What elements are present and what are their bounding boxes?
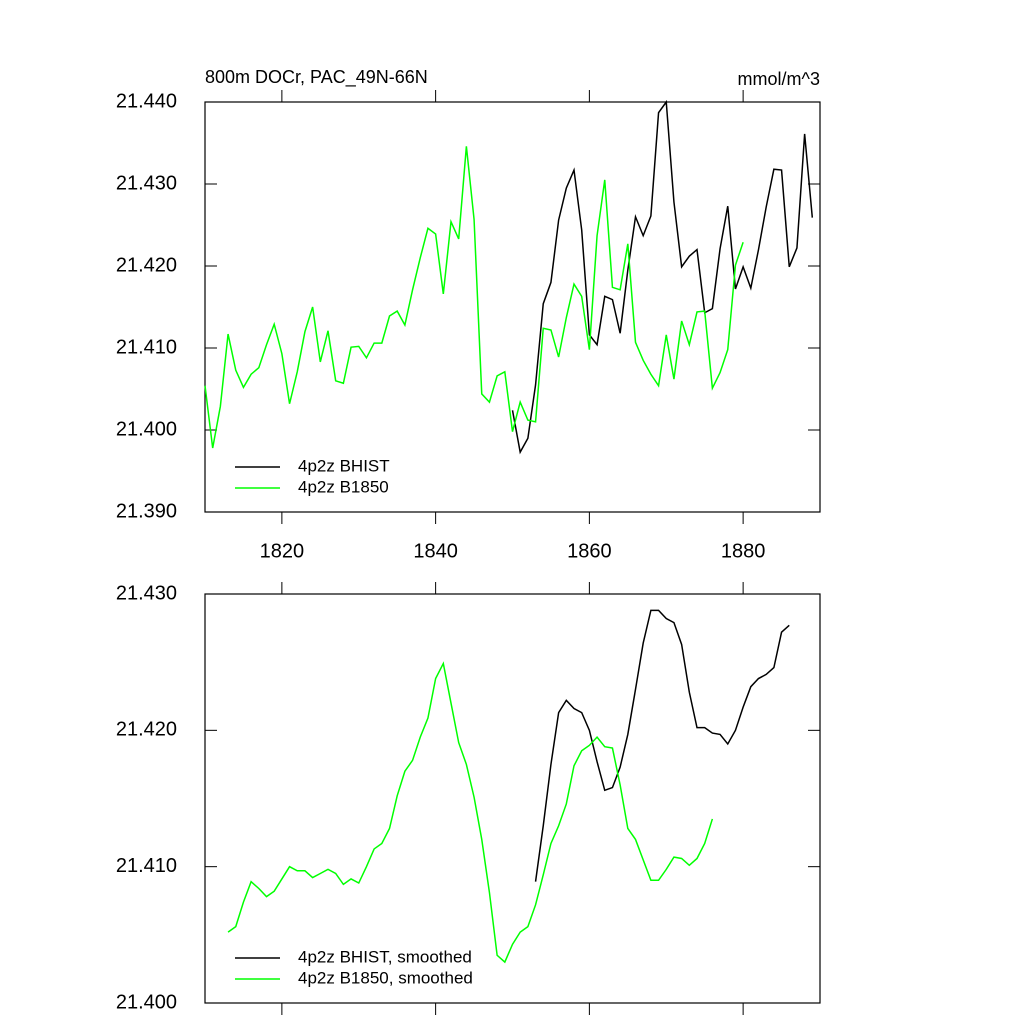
y-tick-label: 21.420	[116, 254, 177, 276]
units-label: mmol/m^3	[738, 69, 820, 89]
legend-label: 4p2z B1850	[298, 477, 389, 496]
series-line	[511, 99, 814, 455]
x-tick-label: 1820	[260, 540, 305, 562]
series-line	[227, 661, 714, 964]
y-tick-label: 21.400	[116, 991, 177, 1013]
series-line	[204, 146, 744, 449]
x-tick-label: 1880	[721, 540, 766, 562]
series-line	[534, 609, 790, 882]
y-tick-label: 21.410	[116, 855, 177, 877]
y-tick-label: 21.400	[116, 418, 177, 440]
chart-title: 800m DOCr, PAC_49N-66N	[205, 67, 428, 88]
x-tick-label: 1860	[567, 540, 612, 562]
y-tick-label: 21.440	[116, 90, 177, 112]
plot-frame	[204, 593, 821, 1004]
y-tick-label: 21.390	[116, 500, 177, 522]
x-tick-label: 1840	[413, 540, 458, 562]
y-tick-label: 21.420	[116, 719, 177, 741]
legend-label: 4p2z BHIST	[298, 456, 390, 475]
y-tick-label: 21.430	[116, 582, 177, 604]
y-tick-label: 21.410	[116, 336, 177, 358]
y-tick-label: 21.430	[116, 172, 177, 194]
legend-label: 4p2z B1850, smoothed	[298, 968, 473, 987]
legend-label: 4p2z BHIST, smoothed	[298, 947, 472, 966]
plot-frame	[204, 101, 821, 513]
